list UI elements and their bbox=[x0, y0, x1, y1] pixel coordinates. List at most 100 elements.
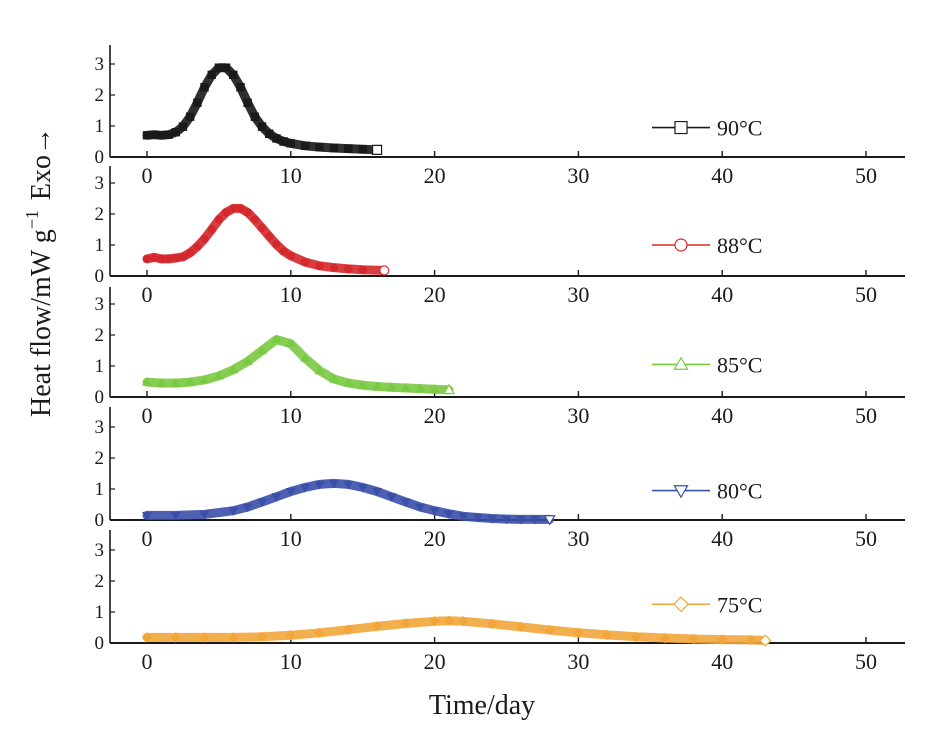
data-point-90c bbox=[236, 83, 245, 92]
data-point-90c bbox=[300, 141, 310, 151]
data-point-85c bbox=[400, 382, 411, 392]
data-point-85c bbox=[257, 345, 268, 354]
x-tick-label: 50 bbox=[855, 163, 877, 188]
x-tick-label: 30 bbox=[567, 403, 589, 428]
data-point-80c bbox=[242, 503, 253, 513]
data-point-88c bbox=[315, 261, 324, 270]
series-band-90c bbox=[142, 63, 382, 155]
data-point-85c bbox=[415, 383, 426, 393]
data-point-80c bbox=[141, 511, 153, 521]
x-tick-label: 20 bbox=[424, 649, 446, 674]
data-point-80c bbox=[515, 515, 526, 525]
data-point-90c bbox=[315, 142, 324, 152]
data-point-88c bbox=[171, 253, 180, 263]
data-point-90c bbox=[149, 130, 159, 139]
data-point-85c bbox=[141, 376, 153, 386]
data-point-75c bbox=[443, 615, 455, 626]
data-point-88c bbox=[250, 215, 260, 224]
data-point-88c bbox=[272, 240, 281, 249]
legend-entry-75c: 75°C bbox=[652, 592, 762, 617]
y-tick-label: 2 bbox=[95, 325, 105, 346]
data-point-88c bbox=[200, 234, 209, 243]
data-point-80c bbox=[386, 493, 397, 502]
x-tick-label: 20 bbox=[424, 526, 446, 551]
data-point-88c bbox=[149, 253, 159, 262]
data-point-85c bbox=[271, 334, 282, 344]
x-tick-label: 10 bbox=[280, 282, 302, 307]
y-tick-label: 1 bbox=[95, 479, 105, 500]
y-tick-label: 3 bbox=[95, 54, 105, 75]
x-tick-label: 50 bbox=[855, 403, 877, 428]
data-point-88c bbox=[379, 265, 390, 276]
data-point-88c bbox=[185, 248, 195, 257]
data-point-80c bbox=[372, 488, 383, 497]
data-point-88c bbox=[178, 252, 188, 261]
data-point-90c bbox=[371, 144, 383, 155]
y-tick-label: 0 bbox=[95, 633, 105, 654]
data-point-90c bbox=[286, 139, 295, 148]
x-tick-label: 0 bbox=[142, 403, 153, 428]
y-tick-label: 2 bbox=[95, 204, 105, 225]
data-point-75c bbox=[314, 627, 325, 638]
data-point-90c bbox=[207, 70, 216, 80]
data-point-80c bbox=[257, 498, 268, 508]
data-point-80c bbox=[199, 510, 210, 520]
y-axis-title-superscript: −1 bbox=[22, 210, 42, 229]
y-tick-label: 0 bbox=[95, 510, 105, 531]
x-tick-label: 40 bbox=[711, 526, 733, 551]
data-point-75c bbox=[515, 621, 527, 633]
data-point-90c bbox=[257, 122, 267, 131]
data-point-75c bbox=[170, 632, 181, 643]
x-tick-label: 40 bbox=[711, 163, 733, 188]
data-point-75c bbox=[759, 634, 772, 647]
y-tick-label: 1 bbox=[95, 116, 105, 137]
data-point-88c bbox=[207, 225, 216, 234]
x-tick-label: 30 bbox=[567, 649, 589, 674]
data-point-75c bbox=[429, 616, 440, 627]
data-point-85c bbox=[442, 383, 455, 395]
x-tick-label: 20 bbox=[424, 403, 446, 428]
y-tick-label: 0 bbox=[95, 147, 105, 168]
x-tick-label: 0 bbox=[142, 163, 153, 188]
y-tick-label: 3 bbox=[95, 417, 105, 438]
data-point-88c bbox=[300, 257, 310, 267]
data-point-80c bbox=[543, 515, 556, 526]
x-tick-label: 30 bbox=[567, 282, 589, 307]
data-point-75c bbox=[343, 624, 354, 635]
data-point-80c bbox=[501, 515, 512, 525]
data-point-80c bbox=[228, 507, 239, 516]
data-point-75c bbox=[400, 618, 412, 629]
data-point-75c bbox=[544, 624, 555, 636]
legend-marker-85c bbox=[673, 356, 689, 370]
legend-entry-90c: 90°C bbox=[652, 116, 762, 141]
x-tick-label: 30 bbox=[567, 526, 589, 551]
data-point-88c bbox=[286, 251, 295, 261]
data-point-88c bbox=[279, 246, 288, 256]
data-point-88c bbox=[265, 232, 274, 241]
y-tick-label: 1 bbox=[95, 602, 105, 623]
x-tick-label: 0 bbox=[142, 282, 153, 307]
y-tick-label: 2 bbox=[95, 448, 105, 469]
data-point-80c bbox=[285, 488, 296, 497]
x-tick-label: 40 bbox=[711, 282, 733, 307]
data-point-80c bbox=[530, 515, 541, 525]
data-point-90c bbox=[358, 145, 367, 154]
data-point-88c bbox=[229, 204, 238, 213]
data-point-88c bbox=[164, 254, 173, 264]
x-tick-label: 50 bbox=[855, 282, 877, 307]
data-point-90c bbox=[200, 83, 209, 92]
data-point-90c bbox=[178, 122, 188, 131]
data-point-88c bbox=[236, 204, 245, 213]
data-point-88c bbox=[157, 254, 166, 264]
legend-label: 90°C bbox=[717, 116, 762, 141]
y-tick-label: 3 bbox=[95, 294, 105, 315]
data-point-85c bbox=[285, 338, 296, 348]
data-point-85c bbox=[242, 356, 253, 365]
y-tick-label: 0 bbox=[95, 266, 105, 287]
x-tick-label: 50 bbox=[855, 526, 877, 551]
data-point-85c bbox=[314, 365, 325, 375]
data-point-88c bbox=[214, 215, 224, 224]
